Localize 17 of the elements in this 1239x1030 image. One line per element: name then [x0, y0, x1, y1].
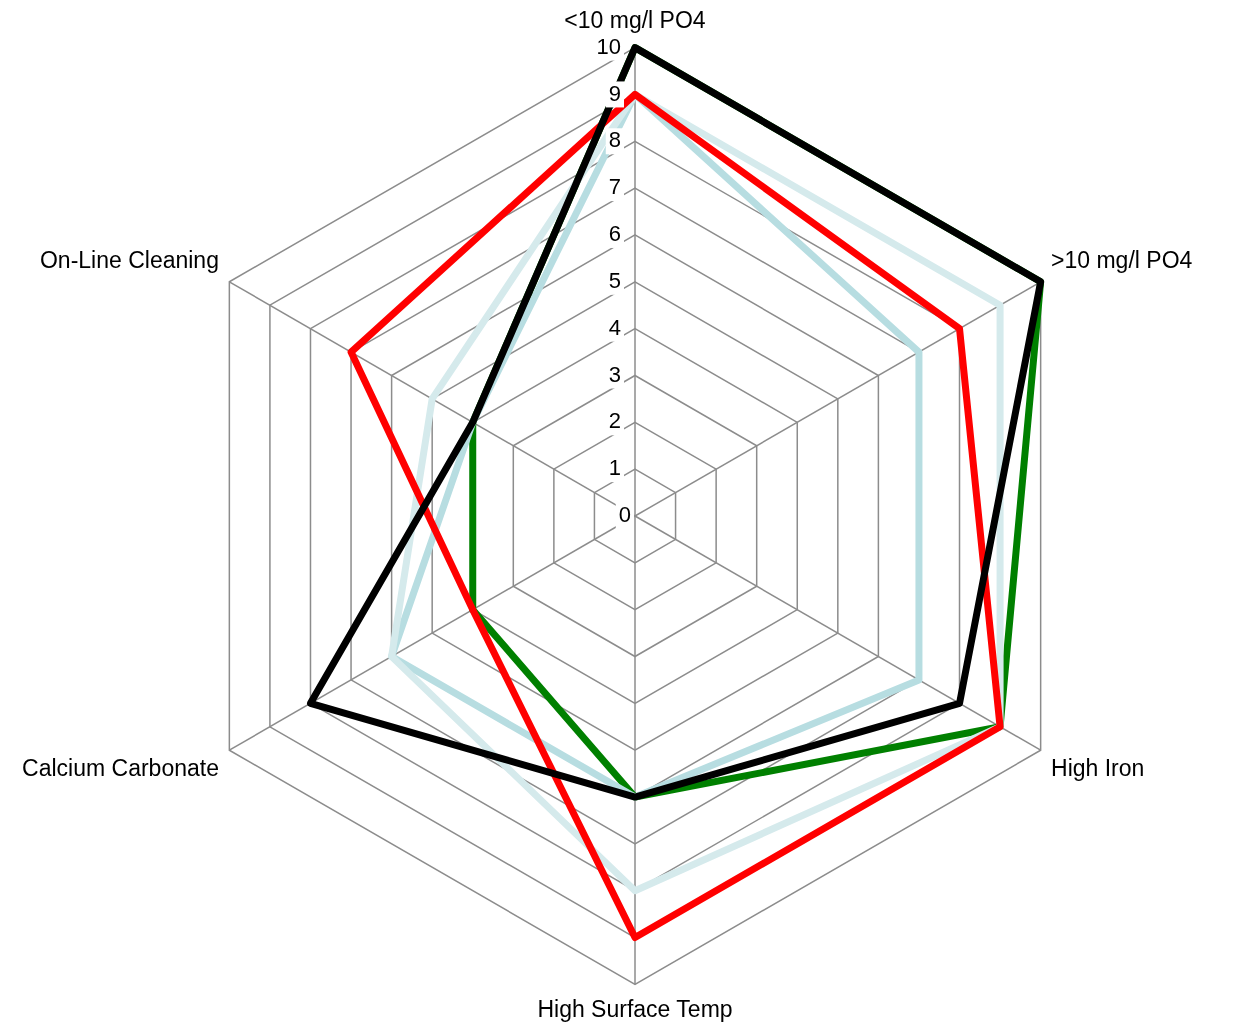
y-tick-label: 7 [608, 174, 621, 200]
spoke-label: <10 mg/l PO4 [564, 7, 706, 34]
y-tick-label: 6 [608, 221, 621, 247]
y-tick-label: 3 [608, 361, 621, 387]
spoke-label: Calcium Carbonate [22, 755, 219, 782]
spoke-label: On-Line Cleaning [39, 247, 219, 274]
y-tick-label: 0 [618, 502, 631, 528]
y-tick-label: 8 [608, 127, 621, 153]
spoke-label: >10 mg/l PO4 [1051, 247, 1193, 274]
y-tick-label: 10 [596, 33, 621, 59]
y-tick-label: 2 [608, 408, 621, 434]
y-tick-label: 4 [608, 314, 621, 340]
spoke-label: High Surface Temp [537, 995, 733, 1022]
spoke-label: High Iron [1051, 755, 1145, 782]
y-tick-label: 5 [608, 267, 621, 293]
y-tick-label: 9 [608, 80, 621, 106]
y-tick-label: 1 [608, 455, 621, 481]
